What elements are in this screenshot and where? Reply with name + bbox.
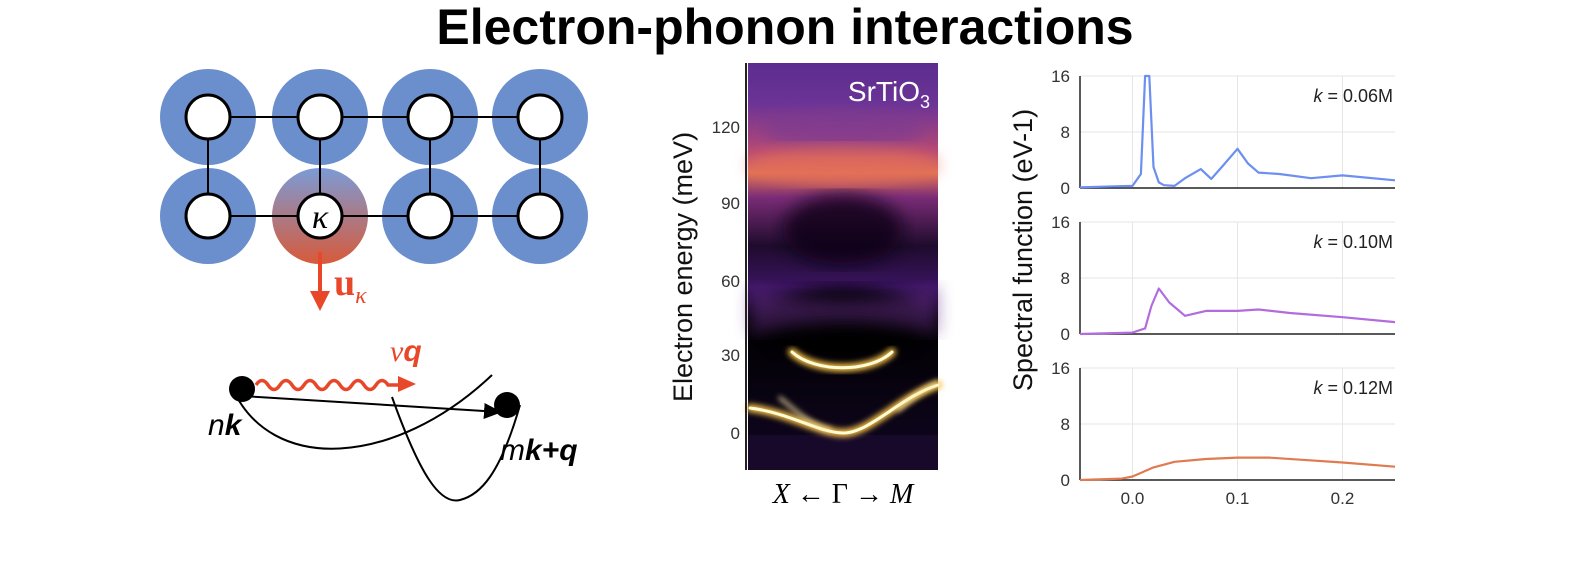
ytick-120: 120 [712, 118, 740, 137]
material-label: SrTiO3 [848, 76, 930, 112]
band-m [391, 396, 521, 502]
spectral-heatmap-panel: 120 90 60 30 0 Electron energy (meV) SrT… [668, 63, 942, 510]
k-annotation: k = 0.10M [1313, 232, 1393, 252]
phonon-wavy-line [254, 378, 402, 392]
series-line-1 [1079, 74, 1396, 189]
ytick-label: 8 [1061, 269, 1070, 288]
ytick-90: 90 [721, 194, 740, 213]
lattice-diagram: κ uκ νq nk mk+q [160, 69, 588, 502]
ytick-label: 16 [1051, 213, 1070, 232]
ytick-60: 60 [721, 272, 740, 291]
spectral-ylabel: Spectral function (eV-1) [1008, 109, 1038, 391]
transition-arrow [241, 395, 502, 419]
series-line-2 [1079, 287, 1396, 336]
ytick-label: 8 [1061, 415, 1070, 434]
ytick-label: 0 [1061, 471, 1070, 490]
atoms [184, 93, 564, 240]
ytick-label: 8 [1061, 123, 1070, 142]
initial-state-label: nk [208, 409, 243, 442]
phonon-arrowhead [398, 376, 416, 392]
k-annotation: k = 0.12M [1313, 378, 1393, 398]
phonon-label: νq [390, 335, 422, 368]
ytick-label: 16 [1051, 67, 1070, 86]
heatmap-yticks: 120 90 60 30 0 [712, 118, 740, 443]
spectral-function-charts: Spectral function (eV-1) 16 8 0 k = 0.06M 16… [1008, 67, 1396, 508]
final-state-label: mk+q [500, 434, 578, 467]
page-title: Electron-phonon interactions [436, 0, 1134, 55]
atom-halos [160, 69, 588, 264]
ytick-label: 16 [1051, 359, 1070, 378]
displacement-arrowhead [310, 291, 330, 311]
ytick-0: 0 [731, 424, 740, 443]
ytick-label: 0 [1061, 179, 1070, 198]
displacement-label: uκ [334, 262, 367, 309]
ytick-30: 30 [721, 346, 740, 365]
ytick-label: 0 [1061, 325, 1070, 344]
series-line-3 [1079, 456, 1396, 482]
heatmap-xlabel: X ← Γ → M [772, 479, 915, 510]
xtick-label: 0.1 [1226, 489, 1250, 508]
band-n [231, 374, 493, 450]
k-annotation: k = 0.06M [1313, 86, 1393, 106]
lattice-bonds [207, 116, 541, 217]
xtick-label: 0.0 [1121, 489, 1145, 508]
heatmap-ylabel: Electron energy (meV) [668, 132, 698, 402]
atom-label: κ [312, 199, 329, 236]
xtick-label: 0.2 [1331, 489, 1355, 508]
initial-state-dot [229, 376, 255, 402]
final-state-dot [494, 392, 520, 418]
bright-bands [746, 348, 942, 438]
